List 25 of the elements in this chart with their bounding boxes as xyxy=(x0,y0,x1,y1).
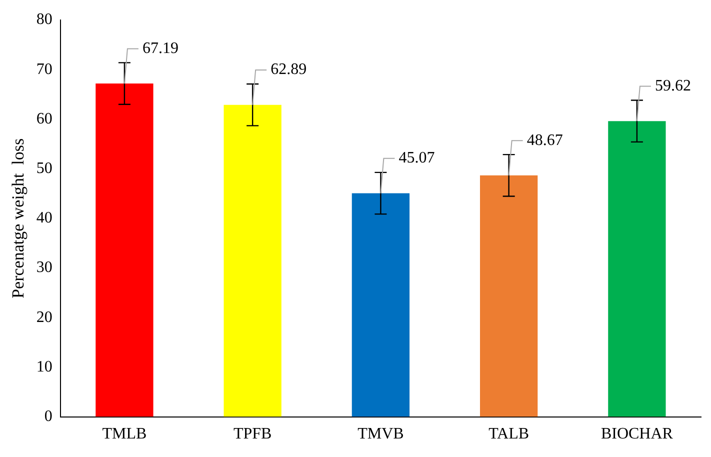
y-tick-label: 60 xyxy=(36,110,52,128)
bar xyxy=(224,104,282,417)
bar xyxy=(608,121,666,417)
data-label: 67.19 xyxy=(142,40,178,57)
x-tick-label: TALB xyxy=(488,426,530,443)
y-axis-title: Percenatge weight loss xyxy=(8,138,28,298)
x-tick-label: BIOCHAR xyxy=(600,426,674,443)
y-tick-label: 20 xyxy=(36,308,52,326)
x-tick-label: TMVB xyxy=(358,426,404,443)
bar xyxy=(352,193,410,417)
bar xyxy=(96,84,154,417)
bar xyxy=(480,175,538,417)
data-label: 59.62 xyxy=(654,77,691,94)
data-label: 62.89 xyxy=(270,61,307,78)
data-label: 48.67 xyxy=(526,132,563,149)
y-tick-label: 30 xyxy=(36,259,52,276)
x-tick-label: TMLB xyxy=(102,426,147,443)
y-tick-label: 10 xyxy=(36,358,52,376)
data-label: 45.07 xyxy=(398,150,435,167)
y-tick-label: 50 xyxy=(36,160,52,178)
x-tick-label: TPFB xyxy=(233,426,272,443)
y-tick-label: 0 xyxy=(44,408,52,426)
y-tick-label: 70 xyxy=(36,60,52,78)
y-tick-label: 80 xyxy=(36,11,52,28)
y-tick-label: 40 xyxy=(36,210,52,227)
